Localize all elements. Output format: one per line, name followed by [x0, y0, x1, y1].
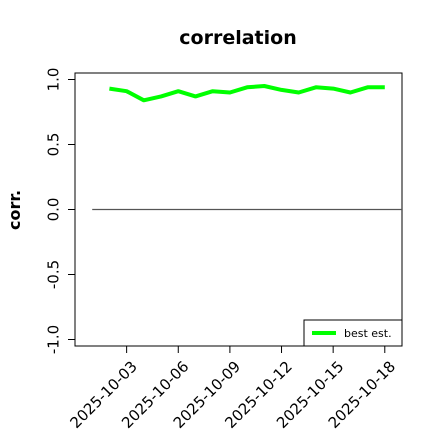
y-tick-label: 0.0 — [44, 198, 62, 222]
legend-label: best est. — [344, 327, 392, 340]
y-tick-label: -0.5 — [44, 260, 62, 289]
y-tick-label: -1.0 — [44, 325, 62, 354]
series-line — [109, 84, 385, 103]
x-axis: 2025-10-032025-10-062025-10-092025-10-12… — [67, 346, 399, 432]
chart-title: correlation — [179, 27, 296, 49]
series-layer — [109, 84, 385, 103]
legend: best est. — [303, 319, 403, 347]
y-axis: -1.0 -0.5 0.0 0.5 1.0 — [44, 68, 75, 354]
y-tick-label: 1.0 — [44, 68, 62, 92]
y-axis-label: corr. — [5, 190, 24, 230]
y-tick-label: 0.5 — [44, 133, 62, 157]
